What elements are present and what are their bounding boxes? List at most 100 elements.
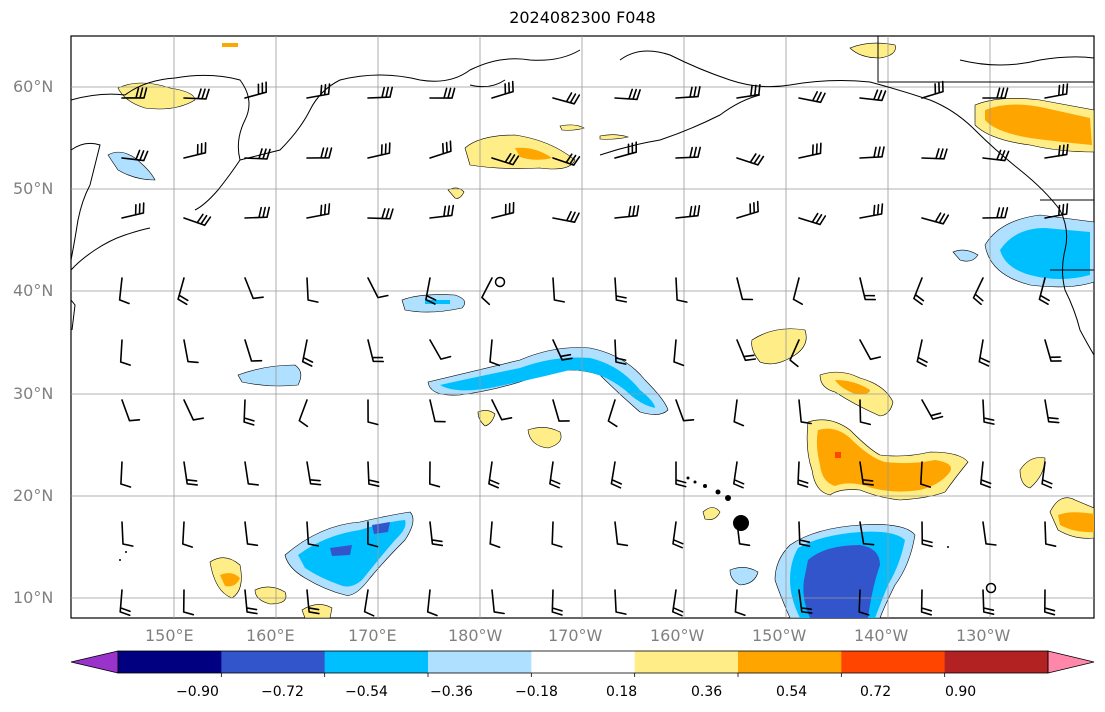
wind-barb xyxy=(426,589,438,617)
wind-barb xyxy=(736,153,765,166)
wind-barb xyxy=(736,339,757,362)
wind-barb xyxy=(1044,589,1056,616)
wind-barb xyxy=(367,399,379,426)
wind-barb xyxy=(491,589,505,615)
wind-barb xyxy=(798,399,812,425)
wind-barb xyxy=(1044,399,1060,424)
wind-barb xyxy=(916,339,928,367)
wind-barb xyxy=(301,339,314,367)
colorbar-box xyxy=(634,651,739,673)
colorbar-tick: 0.72 xyxy=(860,684,892,700)
wind-barb xyxy=(306,589,320,615)
wind-barb xyxy=(491,201,515,219)
coast-canada-inland xyxy=(959,56,1095,66)
lon-label-150w: 150°W xyxy=(752,626,807,645)
wind-barb xyxy=(1044,83,1069,99)
wind-barb xyxy=(982,207,1009,219)
lat-label-40n: 40°N xyxy=(13,281,54,300)
storm-marker-open xyxy=(494,276,506,288)
shade-bit xyxy=(559,124,585,131)
lat-label-30n: 30°N xyxy=(13,384,54,403)
wind-barb xyxy=(244,206,270,219)
wind-barb xyxy=(367,521,379,548)
wind-barb xyxy=(675,461,687,488)
shade-bit xyxy=(729,567,759,586)
wind-barb xyxy=(980,461,992,489)
wind-barb xyxy=(675,277,688,303)
wind-barb xyxy=(552,339,573,361)
island xyxy=(686,476,690,480)
wind-barb xyxy=(363,589,375,617)
shade-red-dot xyxy=(835,452,841,458)
wind-barb xyxy=(429,399,446,423)
wind-barb xyxy=(121,521,134,547)
coast-bc xyxy=(1059,209,1095,356)
lon-label-140w: 140°W xyxy=(854,626,909,645)
wind-barb xyxy=(858,589,870,616)
wind-barb xyxy=(552,277,565,303)
wind-barb xyxy=(1041,461,1053,489)
wind-barb xyxy=(552,153,581,166)
map-title: 2024082300 F048 xyxy=(509,8,656,27)
colorbar-tick: 0.18 xyxy=(606,684,638,700)
wind-barb xyxy=(177,277,189,306)
borders xyxy=(877,36,1094,271)
wind-barb xyxy=(972,277,984,306)
wind-barb xyxy=(481,277,493,306)
wind-barb xyxy=(306,461,322,486)
coast-japan xyxy=(70,227,151,271)
wind-barb xyxy=(920,461,932,488)
wind-barb xyxy=(306,203,331,219)
wind-barb xyxy=(614,589,627,615)
wind-barb xyxy=(489,521,501,549)
wind-barb xyxy=(610,461,622,489)
wind-barb xyxy=(920,589,933,616)
coast-kamchatka xyxy=(194,159,241,211)
wind-barb xyxy=(1038,277,1050,305)
island xyxy=(947,546,949,548)
shade-bit xyxy=(447,187,465,199)
wind-barb xyxy=(120,461,132,488)
wind-barb xyxy=(1044,203,1069,219)
wind-barb xyxy=(982,149,1010,162)
coast-okhotsk xyxy=(70,142,101,261)
island xyxy=(725,495,731,501)
wind-barb xyxy=(429,521,444,547)
wind-barb xyxy=(733,399,745,427)
colorbar-box xyxy=(841,651,946,673)
wind-barb xyxy=(306,147,333,159)
wind-barb xyxy=(859,146,885,159)
shade-aleutian-orange xyxy=(515,147,552,160)
wind-barb xyxy=(675,399,695,422)
shade-orange-29n xyxy=(835,380,870,395)
wind-barb xyxy=(119,589,131,617)
colorbar-tick: −0.72 xyxy=(261,684,304,700)
wind-barb xyxy=(306,521,319,547)
wind-barb xyxy=(982,521,997,546)
wind-barb xyxy=(673,339,685,367)
wind-barb xyxy=(121,202,145,219)
wind-barb xyxy=(243,399,255,426)
lat-label-20n: 20°N xyxy=(13,486,54,505)
wind-barb xyxy=(736,521,751,547)
wind-barb xyxy=(798,142,822,159)
wind-barb xyxy=(182,589,195,616)
wind-barb xyxy=(921,212,950,225)
colorbar-tick: −0.54 xyxy=(345,684,388,700)
coast-bering-island xyxy=(469,79,506,88)
shade-bit xyxy=(254,586,287,605)
wind-barb xyxy=(367,277,389,299)
wind-barb xyxy=(183,213,212,227)
wind-barb xyxy=(183,461,198,486)
lon-label-130w: 130°W xyxy=(956,626,1011,645)
colorbar-tick: 0.90 xyxy=(945,684,977,700)
wind-barb xyxy=(551,521,563,548)
wind-barb xyxy=(982,399,995,425)
wind-barb xyxy=(921,521,933,548)
wind-barb xyxy=(306,83,331,99)
coast-alaska-penin xyxy=(599,94,761,156)
shade-bit xyxy=(849,42,896,59)
wind-barb xyxy=(982,87,1009,99)
island xyxy=(125,551,127,553)
